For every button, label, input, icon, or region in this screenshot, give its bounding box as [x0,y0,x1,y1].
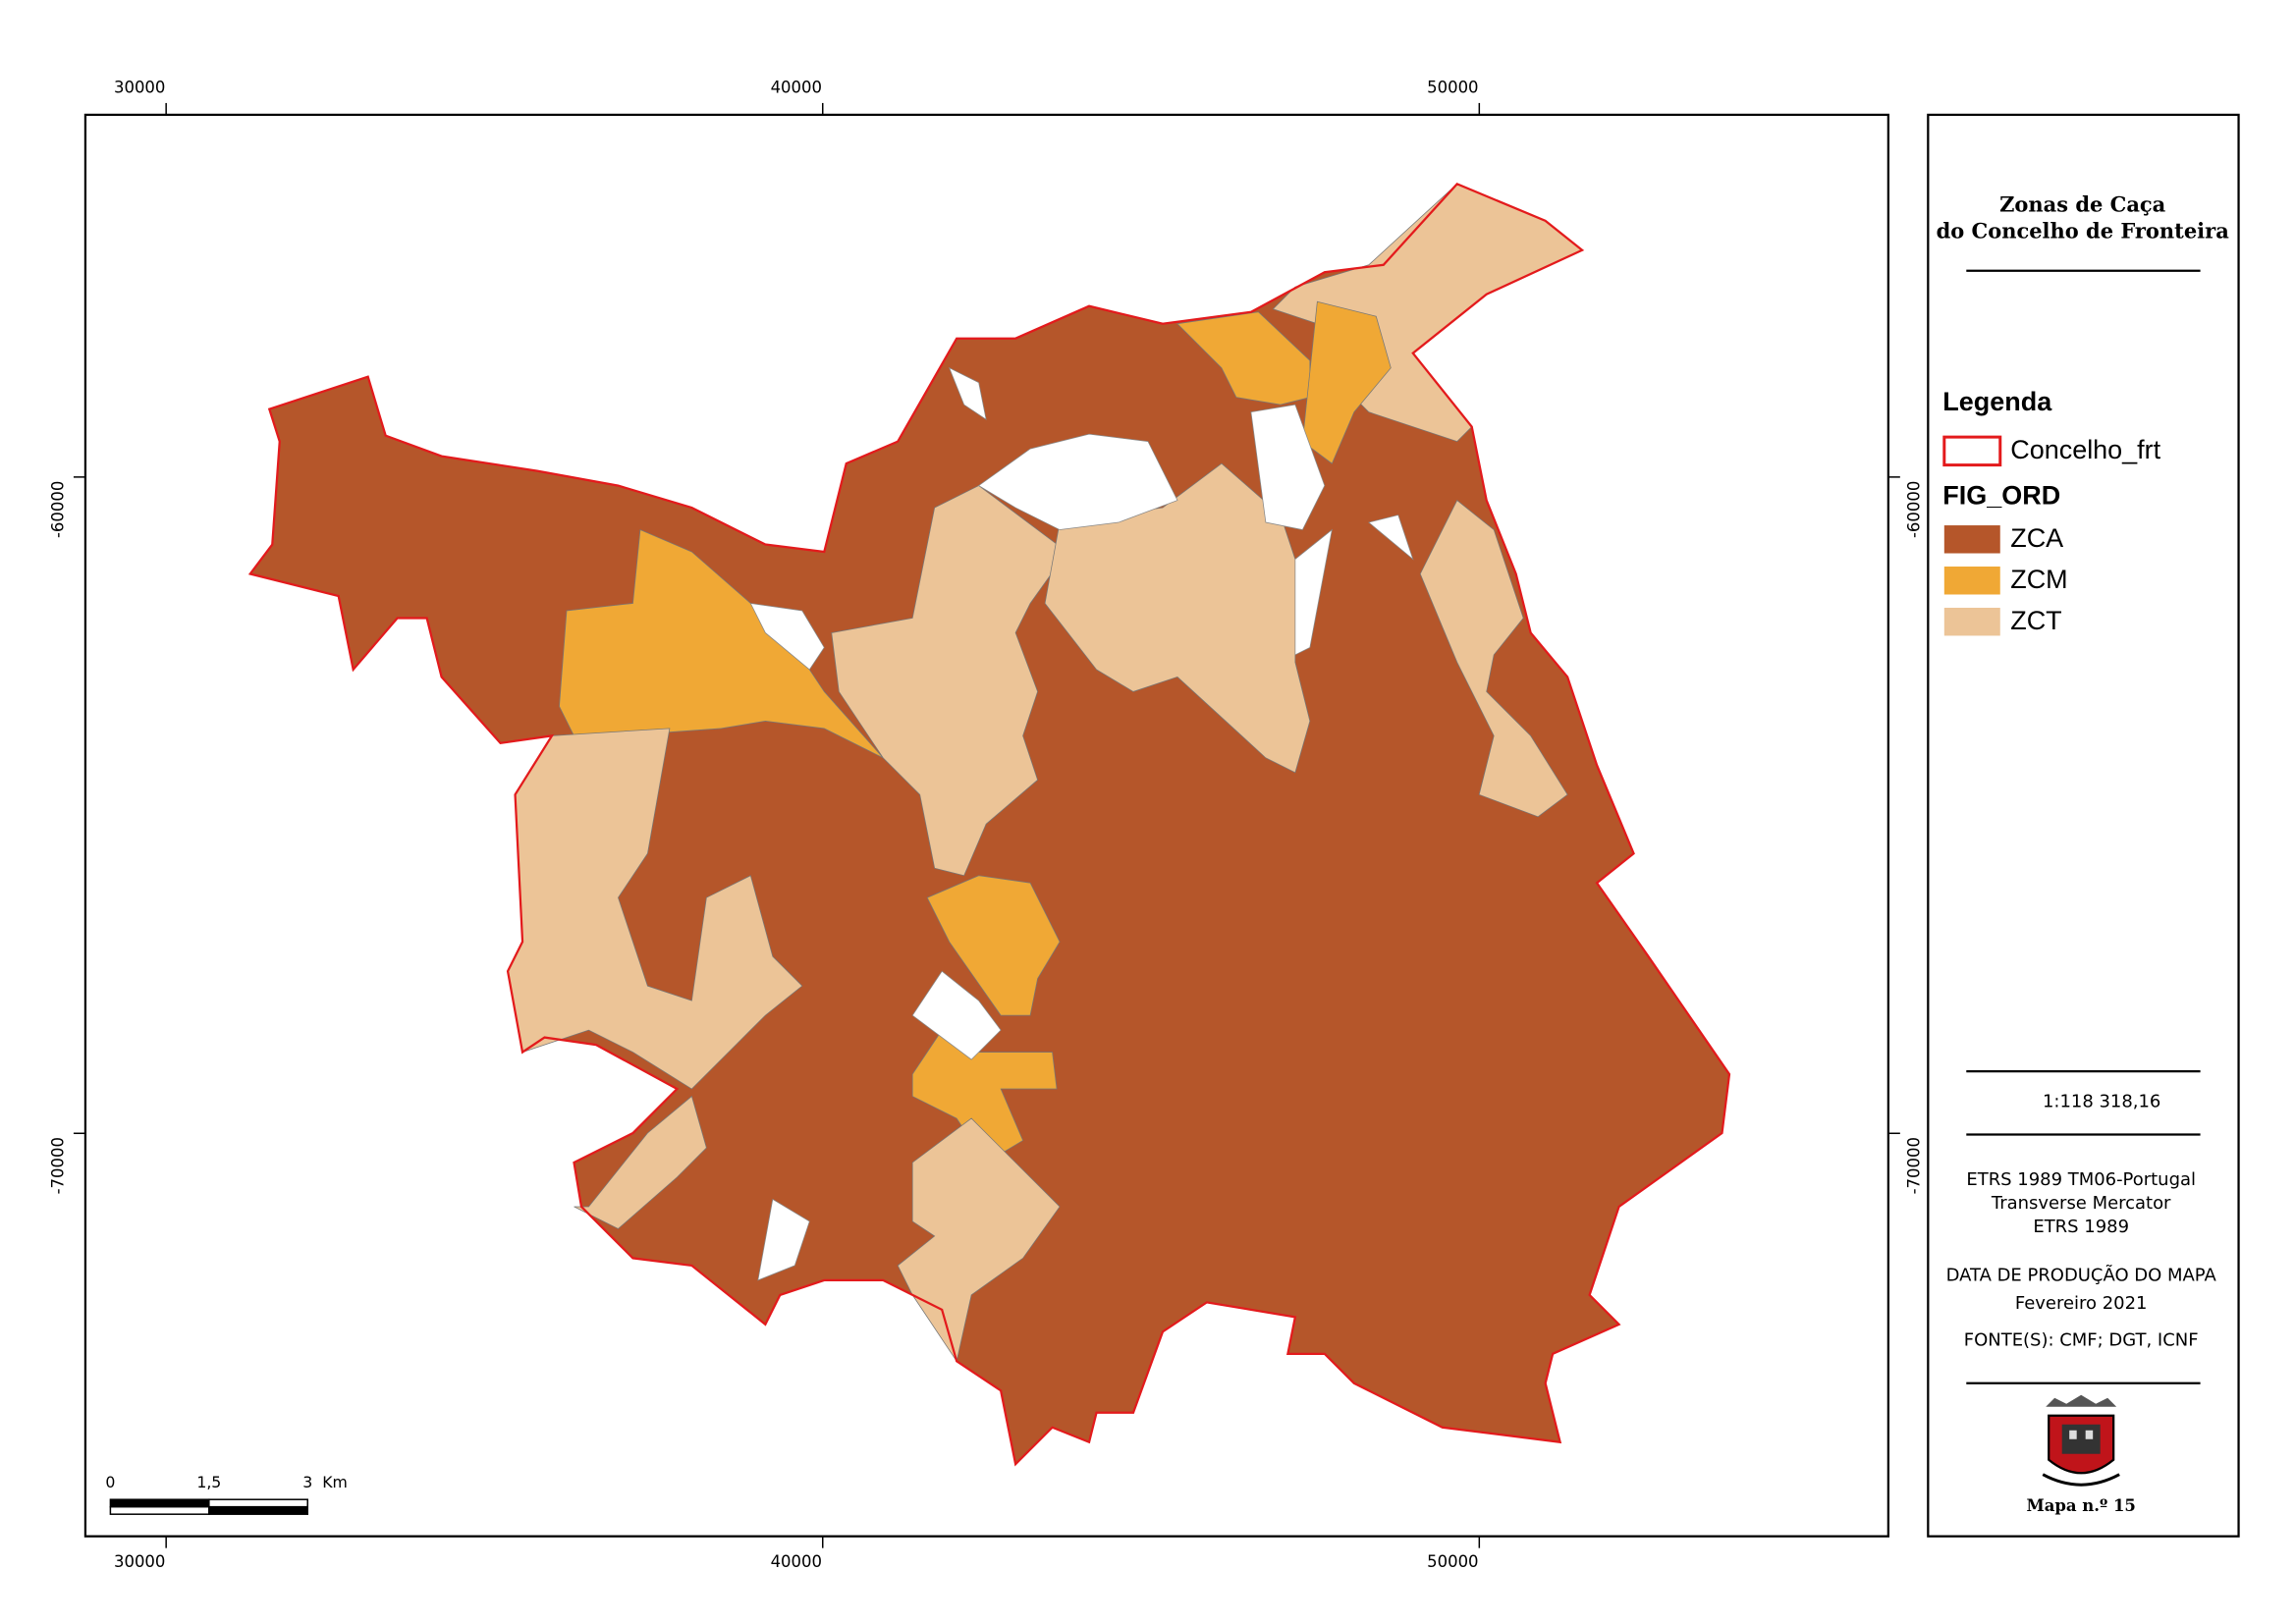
projection-line: Transverse Mercator [1991,1193,2171,1214]
projection-line: ETRS 1989 [2033,1217,2129,1237]
y-tick-label: -60000 [1904,481,1923,538]
title-line: do Concelho de Fronteira [1937,218,2230,243]
no-zone [1294,528,1333,656]
scale-segment [109,1498,210,1508]
zone-zct [897,1117,1061,1363]
no-zone [911,970,1002,1060]
x-tick-label: 30000 [114,78,165,96]
map-number: Mapa n.º 15 [2026,1496,2135,1515]
no-zone-areas [749,366,1414,1281]
scale-segment [208,1505,308,1515]
no-zone [1250,404,1326,530]
date-label: DATA DE PRODUÇÃO DO MAPA [1946,1264,2217,1285]
zone-zct [1419,499,1568,818]
x-tick-label: 30000 [114,1552,165,1571]
legend-label: Concelho_frt [2010,435,2160,464]
legend-label: ZCT [2010,606,2061,635]
no-zone [948,366,987,420]
x-tick-label: 40000 [771,1552,822,1571]
zones [247,183,1731,1467]
title-line: Zonas de Caça [1999,191,2166,216]
scale-label: Km [322,1473,348,1491]
municipality-boundary [247,183,1731,1467]
legend-title: Legenda [1942,387,2052,416]
scale-segment [208,1498,308,1508]
no-zone [749,603,825,671]
y-tick-label: -70000 [1904,1137,1923,1194]
coat-of-arms [2042,1394,2120,1487]
legend-swatch [1943,567,2000,595]
legend-swatch [1943,607,2000,636]
zone-zct [831,485,1068,877]
scale-text: 1:118 318,16 [2043,1092,2160,1112]
scale-label: 1,5 [196,1473,221,1491]
legend-field: FIG_ORD [1942,481,2060,511]
no-zone [757,1198,810,1281]
x-tick-label: 40000 [771,78,822,96]
x-tick-label: 50000 [1427,1552,1478,1571]
legend-swatch [1943,525,2000,554]
x-tick-label: 50000 [1427,78,1478,96]
legend-swatch [1942,435,2002,467]
y-tick-label: -70000 [48,1137,67,1194]
zone-zcm [1176,311,1311,406]
projection-line: ETRS 1989 TM06-Portugal [1966,1169,2196,1190]
no-zone [1368,514,1414,561]
scale-bar: 0 1,5 3 Km [105,1473,348,1515]
scale-label: 0 [105,1473,115,1491]
legend-label: ZCM [2010,565,2067,594]
legend-label: ZCA [2010,523,2063,553]
sources: FONTE(S): CMF; DGT, ICNF [1964,1329,2199,1350]
legend-panel [1927,113,2240,1538]
legend-classes: ZCA ZCM ZCT [1943,523,2068,636]
scale-label: 3 [302,1473,312,1491]
date: Fevereiro 2021 [2015,1293,2148,1314]
scale-segment [109,1505,210,1515]
zone-zct [574,1095,707,1229]
zone-zcm [926,875,1061,1016]
no-zone [977,433,1178,530]
y-tick-label: -60000 [48,481,67,538]
zone-zct [1044,462,1311,774]
